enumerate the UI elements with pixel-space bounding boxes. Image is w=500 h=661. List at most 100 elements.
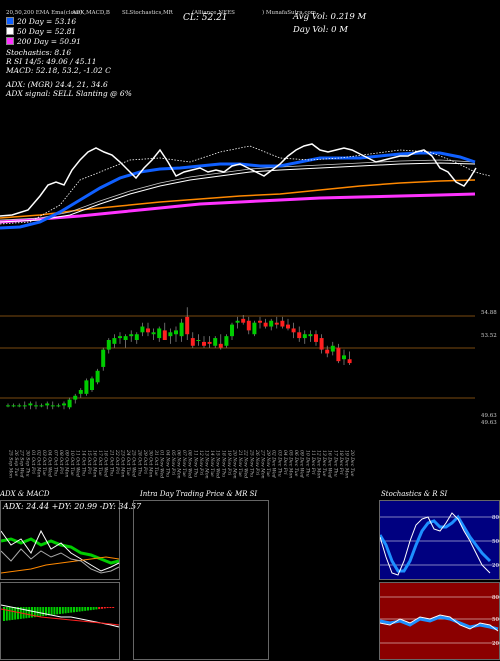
- price-label-low1: 49.63: [481, 413, 497, 419]
- macd-hist-bar: [73, 607, 75, 613]
- legend-ema200-swatch: [6, 37, 14, 45]
- date-tick-label: 16 Oct Mon: [92, 450, 98, 477]
- date-tick-label: 11 Nov Thu: [192, 450, 198, 477]
- ema-lines: [0, 143, 491, 230]
- date-tick-label: 20 Dec Tue: [349, 449, 355, 477]
- intraday-title: Intra Day Trading Price & MR SI: [140, 490, 258, 498]
- date-tick-label: 22 Oct Fri: [114, 449, 120, 474]
- candle-body: [196, 340, 201, 341]
- macd-hist-bar: [31, 607, 33, 618]
- candle-body: [274, 322, 279, 325]
- price-label-low2: 49.63: [481, 420, 497, 426]
- date-tick-label: 27 Nov Mon: [260, 449, 266, 479]
- candle-body: [308, 334, 313, 337]
- macd-histogram: [3, 607, 115, 621]
- ema50b-line: [0, 159, 476, 221]
- date-tick-label: 12 Nov Fri: [198, 450, 204, 476]
- date-tick-label: 15 Nov Wed: [215, 450, 221, 478]
- adx-gray-line: [1, 548, 120, 574]
- date-axis: 25 Sep Mon 26 Sep Tue 27 Sep Wed 30 Sep Thu…: [8, 449, 356, 479]
- date-tick-label: 18 Nov Thu: [220, 450, 226, 477]
- date-tick-label: 30 Sep Thu: [24, 450, 30, 477]
- candle-body: [241, 318, 246, 323]
- date-tick-label: 29 Nov Tue: [265, 449, 271, 477]
- macd-hist-bar: [64, 607, 67, 614]
- macd-hist-bar: [81, 607, 84, 612]
- legend-ema20-swatch: [6, 17, 14, 25]
- candle-body: [218, 343, 223, 348]
- rsi-tick-20: 20: [492, 641, 499, 647]
- ema50-line: [0, 162, 476, 223]
- stoch-white-line: [380, 512, 491, 576]
- rsi-blue-line: [380, 615, 499, 631]
- header-sl: SLStochastics,MR: [122, 10, 173, 16]
- stochastics-rsi-title: Stochastics & R SI: [381, 490, 448, 498]
- macd-hist-bar: [67, 607, 70, 613]
- macd-hist-bar: [75, 607, 78, 612]
- candle-body: [314, 334, 318, 342]
- candle-body: [252, 322, 257, 335]
- date-tick-label: 26 Nov Fri: [254, 449, 260, 476]
- candles: [6, 307, 352, 410]
- date-tick-label: 29 Oct Fri: [142, 449, 148, 474]
- candle-body: [297, 332, 302, 339]
- price-level-lines: [0, 315, 475, 399]
- candle-body: [84, 380, 89, 394]
- macd-hist-bar: [28, 607, 31, 618]
- candle-body: [67, 399, 72, 408]
- candle-body: [50, 405, 55, 407]
- candle-body: [17, 405, 22, 407]
- date-tick-label: 09 Oct Mon: [64, 450, 70, 477]
- date-tick-label: 18 Oct Wed: [103, 450, 109, 477]
- date-tick-label: 04 Nov Thu: [164, 450, 170, 477]
- date-tick-label: 01 Nov Wed: [159, 450, 165, 478]
- macd-hist-bar: [84, 607, 87, 611]
- candle-body: [336, 347, 341, 362]
- candle-body: [106, 340, 111, 350]
- stoch-tick-80: 80: [492, 515, 499, 521]
- date-tick-label: 31 Oct Tue: [153, 450, 159, 476]
- candle-body: [168, 332, 173, 337]
- rsi-tick-80: 80: [492, 595, 499, 601]
- candle-body: [213, 338, 218, 346]
- intraday-panel: [133, 500, 269, 660]
- date-tick-label: 08 Nov Wed: [187, 450, 193, 478]
- macd-hist-bar: [98, 607, 101, 610]
- macd-hist-bar: [61, 607, 64, 614]
- macd-hist-bar: [78, 607, 81, 612]
- date-tick-label: 18 Dec Fri: [338, 450, 344, 475]
- adx-values: ADX: 24.44 +DY: 20.99 -DY: 34.57: [3, 502, 142, 511]
- candle-body: [6, 405, 10, 407]
- adx-panel: ADX: 24.44 +DY: 20.99 -DY: 34.57: [0, 500, 141, 580]
- date-tick-label: 03 Oct Tue: [41, 450, 47, 476]
- date-tick-label: 21 Oct Thu: [108, 449, 114, 476]
- macd-text: MACD: 52.18, 53.2, -1.02 C: [6, 66, 111, 75]
- macd-panel: [0, 582, 120, 660]
- candle-body: [269, 320, 274, 327]
- macd-hist-bar: [59, 607, 61, 614]
- candle-body: [129, 334, 134, 337]
- macd-hist-bar: [25, 607, 28, 619]
- candle-body: [330, 345, 335, 352]
- candle-body: [140, 326, 145, 333]
- date-tick-label: 11 Dec Fri: [310, 450, 316, 475]
- date-tick-label: 05 Nov Fri: [170, 450, 176, 476]
- header-ema: 20,50,200 EMA Ema(close): [6, 10, 83, 16]
- candle-body: [202, 341, 206, 346]
- main-chart: 25 Sep Mon 26 Sep Tue 27 Sep Wed 30 Sep Thu…: [0, 143, 491, 479]
- rsi-white-line: [380, 614, 499, 632]
- date-tick-label: 14 Oct Thu: [80, 450, 86, 476]
- date-tick-label: 10 Oct Tue: [69, 450, 75, 476]
- price-label-mid: 53.52: [481, 333, 497, 339]
- stochastics-panel: 80 50 20: [379, 500, 500, 580]
- candle-body: [325, 349, 330, 354]
- macd-hist-bar: [92, 607, 95, 610]
- candle-body: [73, 395, 78, 400]
- date-tick-label: 24 Oct Tue: [125, 449, 131, 476]
- legend-ema200: 200 Day = 50.91: [6, 37, 81, 46]
- candle-body: [174, 330, 178, 335]
- header-adx: ADX,MACD,B: [72, 10, 110, 16]
- candle-body: [134, 334, 139, 340]
- candle-body: [319, 338, 324, 350]
- macd-hist-bar: [11, 607, 14, 620]
